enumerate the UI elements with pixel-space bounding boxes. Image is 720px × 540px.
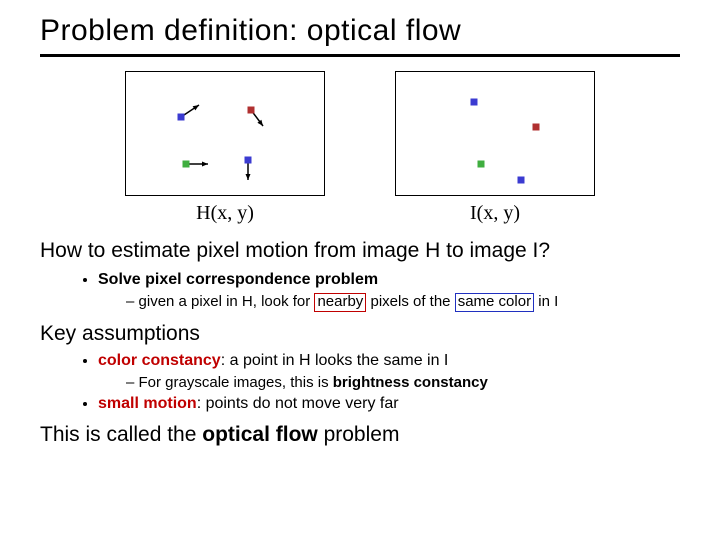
sub1-post: in I [534, 293, 558, 310]
closing-bold: optical flow [202, 423, 318, 446]
slide-title: Problem definition: optical flow [40, 14, 680, 48]
bullet-list-2-sub: For grayscale images, this is brightness… [98, 374, 680, 391]
list-item: small motion: points do not move very fa… [98, 395, 680, 413]
list-item: color constancy: a point in H looks the … [98, 352, 680, 391]
caption-left: H(x, y) [125, 202, 325, 225]
caption-right-args: (x, y) [477, 202, 520, 224]
highlight-nearby: nearby [314, 293, 366, 312]
sub1-mid: pixels of the [366, 293, 454, 310]
closing-pre: This is called the [40, 423, 202, 446]
highlight-same-color: same color [455, 293, 534, 312]
caption-right-var: I [470, 202, 477, 224]
key-assumptions-heading: Key assumptions [40, 322, 680, 346]
image-box-right [395, 71, 595, 196]
list-item: For grayscale images, this is brightness… [126, 374, 680, 391]
list-item: Solve pixel correspondence problem given… [98, 271, 680, 312]
figure-left: H(x, y) [125, 71, 325, 225]
figure-row: H(x, y) I(x, y) [40, 71, 680, 225]
bullet-list-1-sub: given a pixel in H, look for nearby pixe… [98, 293, 680, 312]
bullet1-text: Solve pixel correspondence problem [98, 271, 378, 288]
list-item: given a pixel in H, look for nearby pixe… [126, 293, 680, 312]
term-small-motion: small motion [98, 395, 197, 412]
image-box-left [125, 71, 325, 196]
sub1-pre: given a pixel in H, look for [139, 293, 315, 310]
caption-right: I(x, y) [395, 202, 595, 225]
bullet-list-2: color constancy: a point in H looks the … [40, 352, 680, 413]
question-line: How to estimate pixel motion from image … [40, 239, 680, 263]
closing-post: problem [318, 423, 400, 446]
item2-rest: : points do not move very far [197, 395, 399, 412]
term-brightness-constancy: brightness constancy [333, 374, 488, 391]
slide: Problem definition: optical flow H(x, y)… [0, 0, 720, 540]
caption-left-args: (x, y) [211, 202, 254, 224]
closing-line: This is called the optical flow problem [40, 423, 680, 447]
caption-left-var: H [196, 202, 210, 224]
bullet-list-1: Solve pixel correspondence problem given… [40, 271, 680, 312]
figure-right: I(x, y) [395, 71, 595, 225]
item1-sub-pre: For grayscale images, this is [139, 374, 333, 391]
item1-rest: : a point in H looks the same in I [221, 352, 449, 369]
title-underline [40, 54, 680, 57]
term-color-constancy: color constancy [98, 352, 221, 369]
